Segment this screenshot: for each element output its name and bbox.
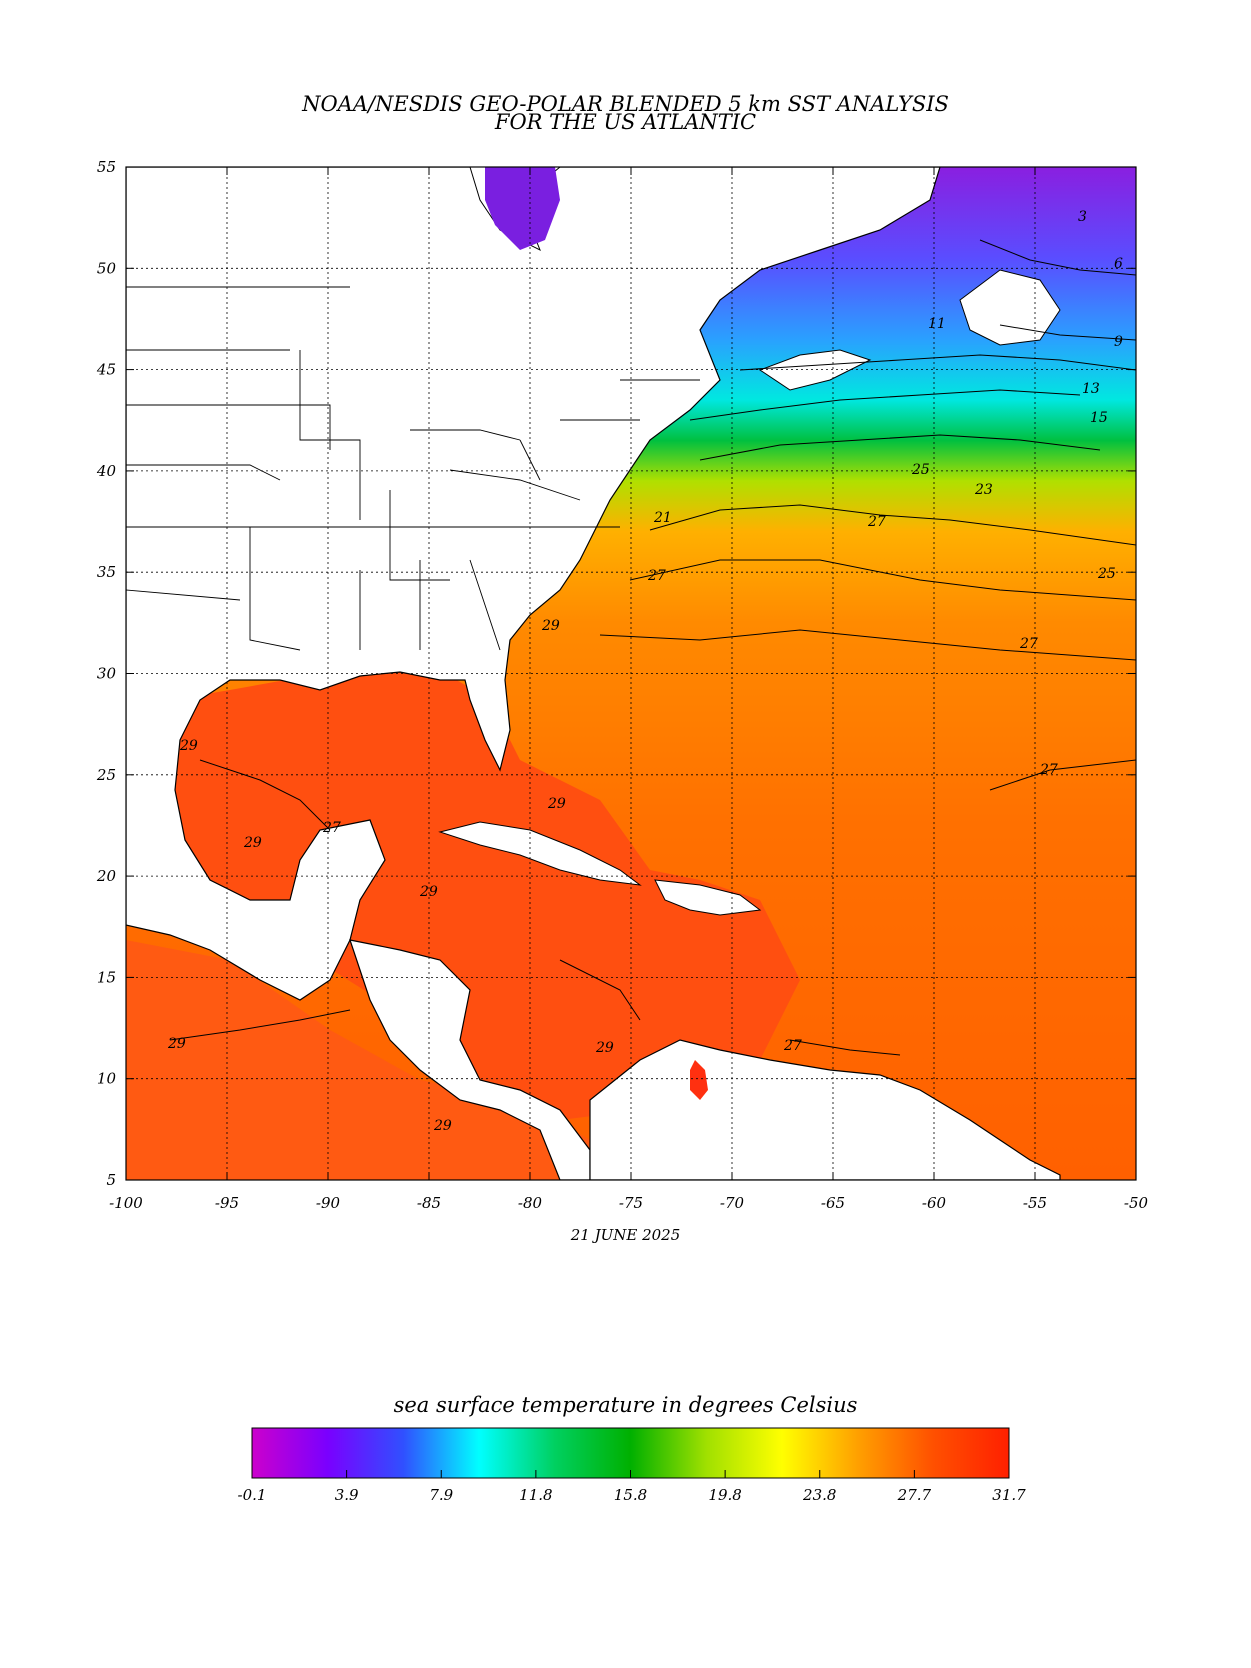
contour-label-27-f: 27 [783,1038,802,1054]
analysis-date: 21 JUNE 2025 [570,1226,681,1244]
lon-tick-label: -85 [417,1194,441,1212]
contour-label-27-b: 27 [647,568,666,584]
lat-tick-label: 15 [97,968,116,986]
lat-tick-label: 35 [97,563,116,581]
pacific-warm-water [126,940,590,1180]
lon-tick-label: -55 [1023,1194,1047,1212]
longitude-labels: -100 -95 -90 -85 -80 -75 -70 -65 -60 -55 -50 [109,1194,1148,1212]
lake-maracaibo [690,1060,708,1100]
lat-tick-label: 20 [96,867,117,885]
contour-label-29-g: 29 [595,1040,614,1056]
latitude-labels: 55 50 45 40 35 30 25 20 15 10 5 [96,158,117,1189]
lat-tick-label: 10 [97,1070,117,1088]
lat-tick-label: 30 [97,665,117,683]
contour-label-15: 15 [1090,410,1108,426]
contour-label-23: 23 [974,482,993,498]
contour-label-29-c: 29 [547,796,566,812]
contour-label-25-b: 25 [1097,566,1116,582]
political-borders [126,286,700,651]
lat-tick-label: 25 [96,766,116,784]
lon-tick-label: -100 [109,1194,143,1212]
lon-tick-label: -75 [619,1194,643,1212]
colorbar-title: sea surface temperature in degrees Celsi… [393,1393,858,1417]
lon-tick-label: -90 [316,1194,341,1212]
hudson-bay-cold [485,167,560,250]
lat-tick-label: 50 [97,259,117,277]
north-america-land [126,167,941,1001]
lat-tick-label: 55 [97,158,116,176]
lon-tick-label: -80 [518,1194,543,1212]
lon-tick-label: -65 [821,1194,845,1212]
contour-label-25-a: 25 [911,462,930,478]
contour-label-29-e: 29 [419,884,438,900]
contour-label-29-h: 29 [433,1118,452,1134]
contour-label-6: 6 [1114,256,1123,272]
lon-tick-label: -60 [922,1194,947,1212]
south-america-land [589,1039,1061,1180]
axis-ticks [125,166,1137,1181]
contour-label-27-c: 27 [1019,636,1038,652]
map-title-line2: FOR THE US ATLANTIC [494,110,757,134]
lon-tick-label: -70 [720,1194,745,1212]
contour-label-3: 3 [1078,209,1087,225]
lat-tick-label: 45 [96,361,116,379]
lat-tick-label: 40 [96,462,117,480]
contour-label-11: 11 [928,316,946,332]
contour-label-27-d: 27 [1039,762,1058,778]
contour-label-29-d: 29 [243,835,262,851]
lat-tick-label: 5 [106,1171,116,1189]
contour-label-29-a: 29 [541,618,560,634]
contour-label-29-f: 29 [167,1036,186,1052]
graticule [126,167,1136,1180]
contour-label-29-b: 29 [179,738,198,754]
gulf-warm-water [170,670,800,1120]
map-title-line1: NOAA/NESDIS GEO-POLAR BLENDED 5 km SST A… [302,92,949,116]
contour-label-9: 9 [1114,334,1123,350]
contour-label-13: 13 [1082,381,1100,397]
nova-scotia-land [758,349,872,391]
sst-contours [169,239,1136,1056]
contour-label-27-e: 27 [322,820,341,836]
contour-label-27-a: 27 [867,514,886,530]
lon-tick-label: -95 [215,1194,239,1212]
contour-label-21: 21 [653,510,672,526]
lon-tick-label: -50 [1124,1194,1149,1212]
cuba-land [438,821,642,886]
hispaniola-land [654,879,762,916]
